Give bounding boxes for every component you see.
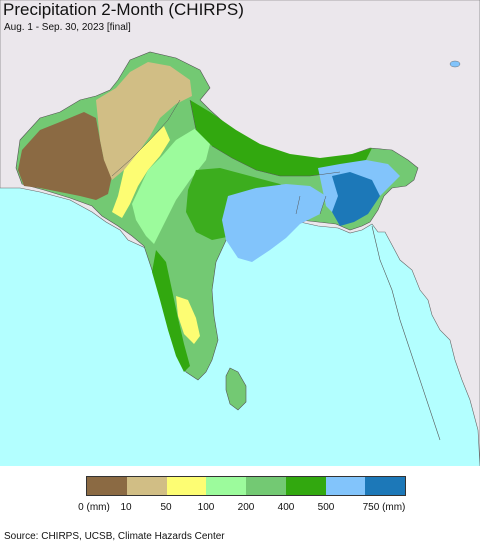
sri-lanka xyxy=(225,367,247,411)
legend-color-bar xyxy=(86,476,406,496)
legend-swatch xyxy=(126,477,167,495)
light-green-region xyxy=(132,128,212,244)
small-island xyxy=(449,60,461,68)
legend-tick-label: 200 xyxy=(237,502,255,513)
legend-tick-label: 100 xyxy=(197,502,215,513)
legend-tick-label: 50 xyxy=(160,502,172,513)
semi-dry-region xyxy=(96,62,192,180)
north-green-belt xyxy=(190,100,372,176)
legend-tick-label: 10 xyxy=(120,502,132,513)
legend-tick-label: 0 (mm) xyxy=(78,502,110,513)
country-borders xyxy=(111,99,341,215)
legend-swatch xyxy=(246,477,286,495)
legend-swatch xyxy=(365,477,405,495)
northeast-dark-blue xyxy=(332,172,380,226)
dry-region-west xyxy=(18,112,112,200)
legend-swatch xyxy=(87,477,127,495)
legend-swatch xyxy=(206,477,246,495)
deccan-yellow xyxy=(176,296,200,344)
legend-tick-label: 750 (mm) xyxy=(362,502,406,513)
legend-swatch xyxy=(285,477,326,495)
map-subtitle: Aug. 1 - Sep. 30, 2023 [final] xyxy=(4,22,131,33)
east-blue-region xyxy=(222,184,326,262)
legend-swatch xyxy=(325,477,366,495)
legend-tick-label: 400 xyxy=(277,502,295,513)
myanmar-coast xyxy=(371,225,441,441)
western-ghats-green xyxy=(152,250,190,372)
yellow-region xyxy=(112,126,170,218)
map-title: Precipitation 2-Month (CHIRPS) xyxy=(3,0,244,19)
source-credit: Source: CHIRPS, UCSB, Climate Hazards Ce… xyxy=(4,531,225,542)
legend-tick-label: 500 xyxy=(317,502,335,513)
legend-swatch xyxy=(166,477,207,495)
